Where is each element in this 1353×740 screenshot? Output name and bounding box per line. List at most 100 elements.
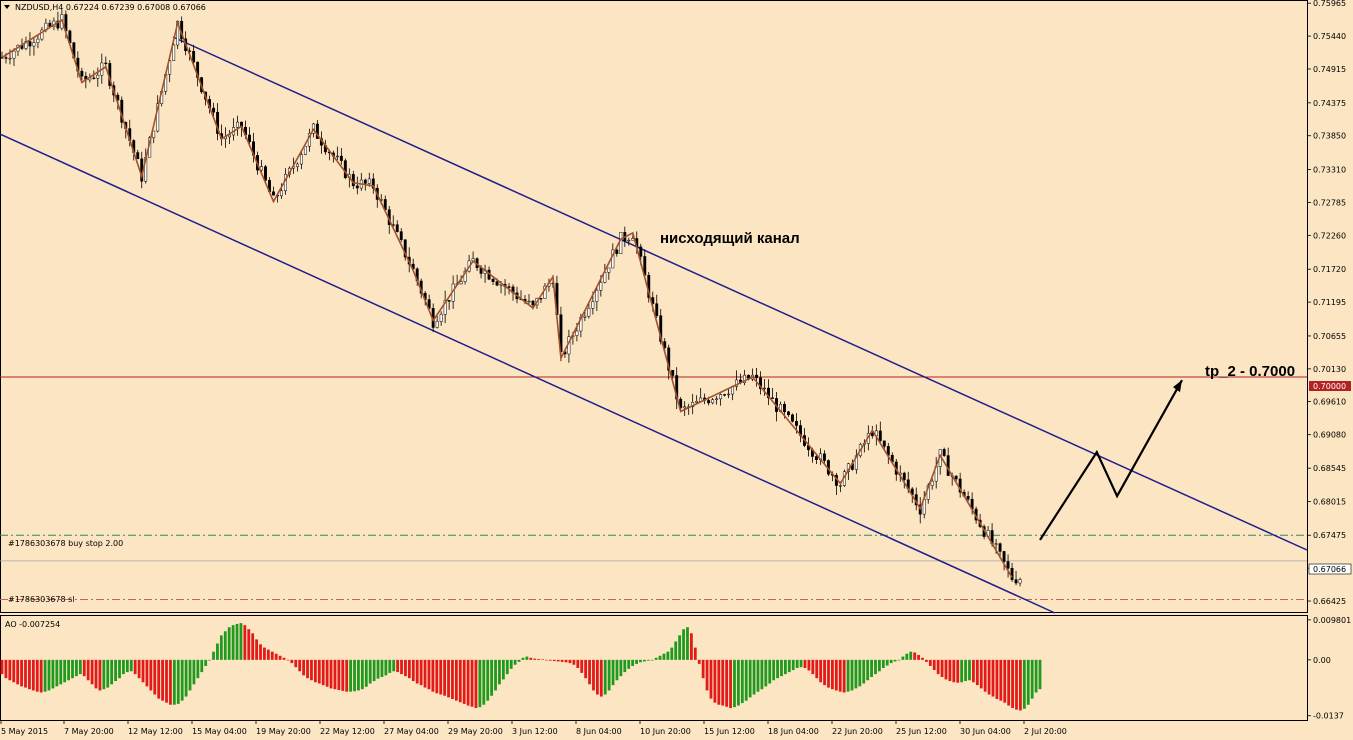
candle-body [942,449,946,456]
ao-bar [231,625,235,660]
time-tick-label: 12 May 12:00 [128,727,183,736]
ao-bar [689,633,693,660]
ao-bar [302,659,306,676]
ao-bar [329,659,333,689]
candle-body [371,178,375,189]
ao-bar [384,659,388,676]
ao-bar [478,659,482,708]
candle-body [659,315,663,342]
ao-bar [470,659,474,707]
candle-body [156,103,160,132]
candle-body [723,394,727,396]
ao-bar [548,659,552,661]
projection-arrow-head [1173,380,1182,393]
price-tick-label: 0.74375 [1313,99,1346,108]
ao-bar [259,644,262,660]
ao-bar [219,635,223,660]
candle-body [403,239,407,258]
ao-bar [995,659,999,700]
candle-body [531,300,535,306]
buy-stop-order-label[interactable]: #1786303678 buy stop 2.00 [8,539,123,548]
triangle-down-icon[interactable] [4,5,10,9]
candle-body [667,347,671,371]
ao-bar [768,659,772,684]
ao-bar [709,659,713,699]
ao-bar [51,659,55,689]
ao-bar [325,659,329,687]
ao-bar [317,659,321,684]
ao-bar [928,659,932,666]
ao-bar [979,659,983,689]
ao-bar [521,657,525,660]
price-tick-label: 0.69610 [1313,397,1346,406]
zigzag-layer [1,18,1013,578]
candle-body [172,44,176,62]
price-tick-label: 0.71195 [1313,298,1346,307]
ao-bar [239,623,243,660]
ao-bar [118,659,121,679]
ao-bar [866,659,870,681]
ao-bar [263,647,266,660]
ao-bar [752,659,756,695]
ao-bar [717,659,721,705]
candle-body [228,134,232,138]
price-tick-label: 0.73310 [1313,166,1346,175]
ao-bar [404,659,407,677]
candle-body [443,300,447,315]
ao-bar [24,659,27,688]
ao-bar [686,627,689,660]
time-tick-label: 2 Jul 20:00 [1024,727,1067,736]
stop-loss-order-label[interactable]: #1786303678 sl [8,595,75,604]
candle-body [767,387,770,399]
ao-bar [584,659,588,679]
ao-bar [513,659,517,665]
ao-bar [188,659,192,691]
ao-bar [556,659,560,662]
ao-bar [564,659,568,663]
candle-body [795,421,798,426]
ao-bar [423,659,427,688]
ao-bar [901,656,905,660]
main-plot-border [0,0,1308,613]
candle-body [367,178,371,184]
candle-body [998,543,1002,552]
candle-body [994,543,998,545]
ao-bar [854,659,858,689]
ao-bar [560,659,564,662]
ao-bar [572,659,576,665]
ao-bar [274,653,278,660]
candle-body [683,406,687,409]
candles-layer [0,9,1022,587]
time-tick-label: 10 Jun 20:00 [640,727,691,736]
candle-body [575,330,579,336]
ao-bar [811,659,815,675]
tp-annotation: tp_2 - 0.7000 [1205,363,1295,380]
ao-bar [1034,659,1038,693]
candle-body [1014,579,1018,584]
candle-body [104,62,108,65]
time-tick-label: 18 Jun 04:00 [768,727,819,736]
ao-bar [82,659,86,677]
ao-bar [842,659,846,693]
ao-bar [885,659,889,666]
candle-body [719,394,723,400]
ao-bar [192,659,196,685]
candle-body [599,282,603,291]
ao-bar [0,659,4,675]
ao-bar [748,659,752,698]
ao-bar [827,659,830,688]
ao-bar [310,659,313,681]
candle-body [491,279,495,282]
ao-bar [35,659,39,692]
ao-bar [427,659,431,690]
candle-body [527,300,531,303]
candle-body [399,231,403,240]
ao-bar [78,659,82,675]
ao-bar [20,659,23,687]
candle-body [587,308,591,317]
ao-bar [125,659,129,673]
ao-bar [607,659,611,691]
ao-bar [627,659,631,669]
